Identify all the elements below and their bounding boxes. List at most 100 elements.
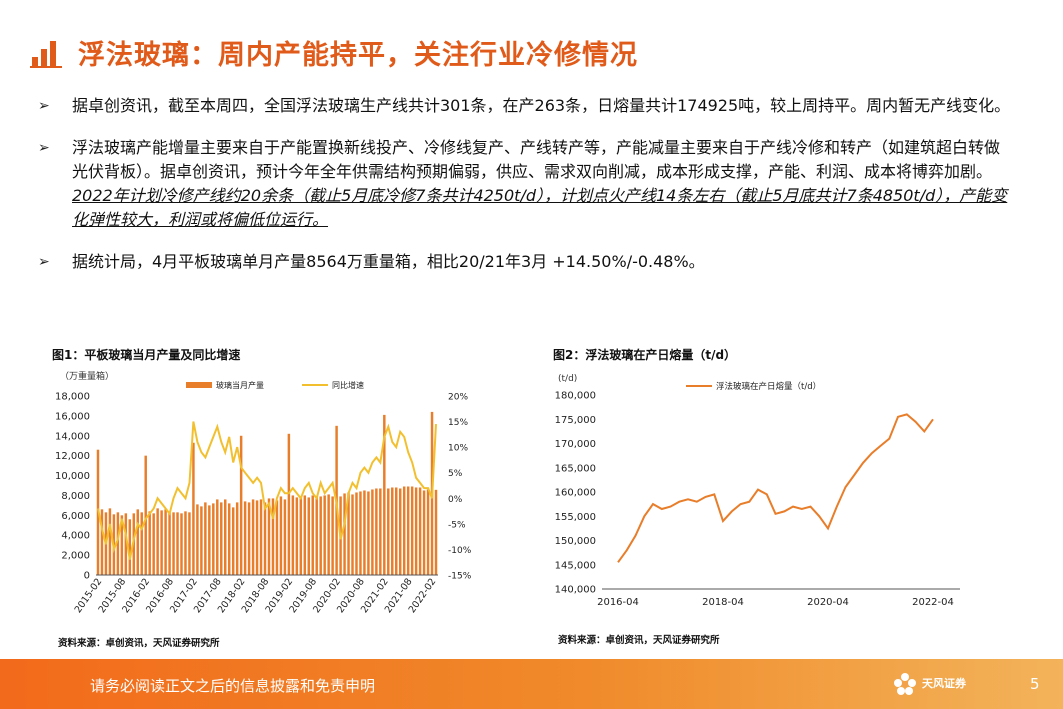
legend-label: 同比增速 <box>332 380 364 390</box>
bullet-item: ➢ 据统计局，4月平板玻璃单月产量8564万重量箱，相比20/21年3月 +14… <box>38 250 1013 274</box>
arrow-bullet-icon: ➢ <box>38 98 50 114</box>
bar <box>188 512 191 575</box>
bullet-text-emphasis: 2022年计划冷修产线约20余条（截止5月底冷修7条共计4250t/d），计划点… <box>72 186 1008 229</box>
y-axis-label: (t/d) <box>558 374 577 384</box>
bar <box>172 512 175 575</box>
bar <box>303 495 307 575</box>
bar <box>406 486 410 575</box>
y-tick-label: 10,000 <box>55 471 90 482</box>
bar <box>164 509 167 575</box>
bar <box>387 488 390 575</box>
footer-bar: 请务必阅读正文之后的信息披露和免责申明 天风证券 5 <box>0 659 1063 709</box>
bar <box>410 486 414 575</box>
bar <box>220 502 223 575</box>
bar <box>295 497 299 575</box>
bar <box>426 489 430 575</box>
bullet-text: 据卓创资讯，截至本周四，全国浮法玻璃生产线共计301条，在产263条，日熔量共计… <box>72 96 1011 115</box>
y-tick-label: 6,000 <box>61 511 90 522</box>
bar <box>168 512 171 575</box>
bar <box>414 487 418 575</box>
bar <box>208 505 211 575</box>
bar <box>148 511 151 575</box>
bullet-text: 浮法玻璃产能增量主要来自于产能置换新线投产、冷修线复产、产线转产等，产能减量主要… <box>72 136 1013 232</box>
brand-logo: 天风证券 <box>892 671 1002 699</box>
bar <box>395 487 398 575</box>
bar <box>434 489 438 575</box>
legend-label: 浮法玻璃在产日熔量（t/d） <box>716 381 821 392</box>
legend-label: 玻璃当月产量 <box>216 380 264 390</box>
bar <box>279 496 283 575</box>
yoy-line <box>97 421 437 560</box>
bar <box>402 486 406 575</box>
bar <box>239 435 243 575</box>
bar <box>351 494 354 575</box>
bar <box>311 495 314 575</box>
bar <box>108 508 112 575</box>
bar <box>359 491 362 575</box>
bar <box>124 513 128 575</box>
x-tick-label: 2020-04 <box>807 597 849 608</box>
bar <box>319 496 322 575</box>
bullet-list: ➢ 据卓创资讯，截至本周四，全国浮法玻璃生产线共计301条，在产263条，日熔量… <box>38 94 1013 292</box>
bar <box>259 499 263 575</box>
bar <box>299 496 303 575</box>
y-tick-label: 140,000 <box>555 585 596 596</box>
y2-tick-label: 15% <box>448 418 468 428</box>
bar <box>152 513 155 575</box>
x-tick-label: 2018-04 <box>702 597 744 608</box>
bar <box>136 509 139 575</box>
arrow-bullet-icon: ➢ <box>38 254 50 270</box>
y2-tick-label: -15% <box>448 572 472 582</box>
bar <box>227 503 231 575</box>
bar <box>247 502 251 575</box>
bar <box>307 497 310 575</box>
brand-name: 天风证券 <box>922 677 966 690</box>
bar <box>120 515 124 575</box>
page-title-row: 浮法玻璃：周内产能持平，关注行业冷修情况 <box>30 30 638 74</box>
bar <box>100 509 104 575</box>
bullet-text: 据统计局，4月平板玻璃单月产量8564万重量箱，相比20/21年3月 +14.5… <box>72 252 705 271</box>
y-tick-label: 4,000 <box>61 531 90 542</box>
bar <box>331 496 334 575</box>
bar <box>391 487 394 575</box>
bar <box>255 500 259 575</box>
y-tick-label: 14,000 <box>55 431 90 442</box>
y-tick-label: 160,000 <box>555 488 596 499</box>
y2-tick-label: -10% <box>448 546 472 556</box>
y-tick-label: 8,000 <box>61 491 90 502</box>
y-tick-label: 155,000 <box>555 512 596 523</box>
page-title: 浮法玻璃：周内产能持平，关注行业冷修情况 <box>78 39 638 71</box>
y-tick-label: 0 <box>84 571 90 582</box>
bar <box>224 499 227 575</box>
figure1-source: 资料来源：卓创资讯，天风证券研究所 <box>58 638 220 649</box>
y-axis-label: （万重量箱） <box>60 370 114 382</box>
bar <box>144 455 147 575</box>
chart-production-yoy: （万重量箱） 0 2,000 4,000 6,000 8,000 10,000 12,000 1… <box>55 370 472 615</box>
bar <box>363 490 366 575</box>
y-tick-label: 2,000 <box>61 551 90 562</box>
bar <box>379 488 382 575</box>
bar <box>371 489 374 575</box>
bar <box>243 501 247 575</box>
chart-float-glass-capacity: (t/d) 140,000 145,000 150,000 155,000 160,000… <box>555 374 960 608</box>
y2-tick-label: -5% <box>448 520 466 530</box>
bar <box>156 508 159 575</box>
bar <box>180 513 183 575</box>
bar <box>204 502 207 575</box>
bar <box>160 510 163 575</box>
bar <box>327 494 330 575</box>
bar <box>267 498 271 575</box>
bar <box>375 488 378 575</box>
y-tick-label: 150,000 <box>555 536 596 547</box>
bar <box>212 503 215 575</box>
bar <box>287 433 291 575</box>
bar <box>263 502 267 575</box>
bar <box>275 500 279 575</box>
y-tick-label: 175,000 <box>555 415 596 426</box>
bar <box>116 512 120 575</box>
y-tick-label: 18,000 <box>55 392 90 403</box>
bar <box>176 512 179 575</box>
bar-chart-icon <box>30 41 62 68</box>
page-number: 5 <box>1030 675 1040 693</box>
bar <box>200 506 203 575</box>
